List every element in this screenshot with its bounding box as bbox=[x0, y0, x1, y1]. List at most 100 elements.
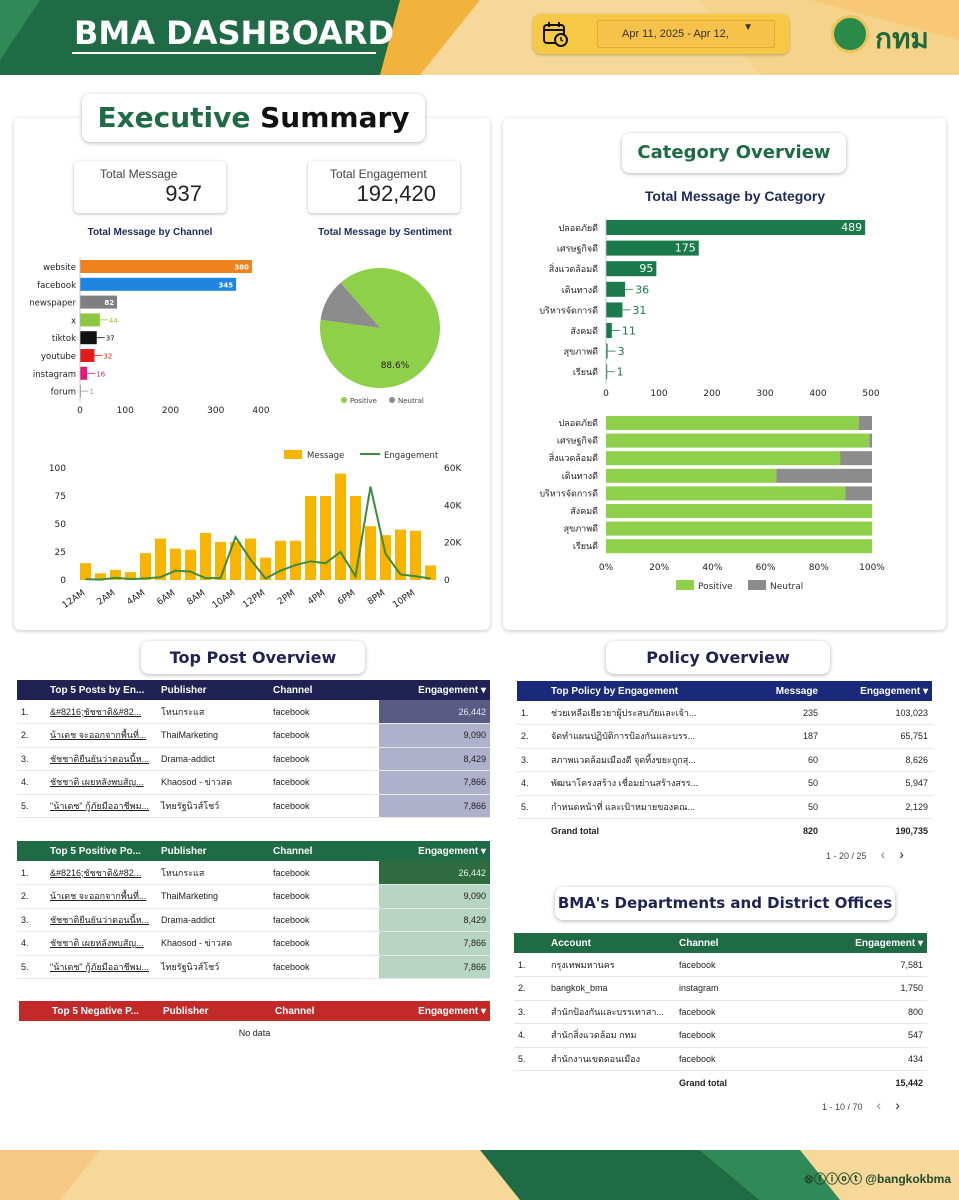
hourly-combo-chart: 0 25 50 75 100 0 20K 40K 60K 12AM 2AM 4AM 6AM 8AM 10AM… bbox=[49, 450, 462, 611]
post-title-link[interactable]: &#8216;ชัชชาติ&#82... bbox=[46, 861, 157, 885]
stacked-category-label: เดินทางดี bbox=[562, 471, 598, 482]
hourly-x-tick: 2AM bbox=[95, 588, 117, 607]
category-tick-label: 300 bbox=[756, 389, 773, 399]
table-row[interactable]: 1. ช่วยเหลือเยียวยาผู้ประสบภัยและเจ้า... 2… bbox=[517, 701, 932, 725]
next-page-icon[interactable]: › bbox=[899, 846, 904, 862]
channel-category-label: newspaper bbox=[29, 299, 76, 309]
post-title-link[interactable]: ชัชชาติ เผยหลังพบสัญ... bbox=[46, 931, 157, 956]
hourly-message-bar bbox=[410, 530, 421, 580]
table-row[interactable]: 4. สำนักสิ่งแวดล้อม กทม facebook 547 bbox=[514, 1023, 927, 1048]
table-row[interactable]: 3. สภาพแวดล้อมเมืองดี จุดทิ้งขยะถูกสุ... 6… bbox=[517, 748, 932, 772]
departments-table: Account Channel Engagement ▾ 1. กรุงเทพมห… bbox=[514, 933, 927, 1094]
prev-page-icon[interactable]: ‹ bbox=[880, 846, 886, 862]
hourly-message-bar bbox=[170, 548, 181, 580]
prev-page-icon[interactable]: ‹ bbox=[876, 1097, 882, 1113]
stacked-category-label: บริหารจัดการดี bbox=[539, 488, 598, 499]
publisher-cell: ThaiMarketing bbox=[157, 723, 269, 748]
message-cell: 50 bbox=[728, 795, 822, 819]
row-index: 4. bbox=[17, 931, 46, 956]
table-row[interactable]: 2. น้าเดช จะออกจากพื้นที่... ThaiMarketing… bbox=[17, 723, 490, 748]
policy-name-cell: จัดทำแผนปฏิบัติการป้องกันและบรร... bbox=[547, 724, 728, 749]
col-header-publisher[interactable]: Publisher bbox=[163, 1005, 209, 1017]
channel-bar bbox=[80, 313, 100, 327]
table-row[interactable]: 5. สำนักงานเขตดอนเมือง facebook 434 bbox=[514, 1047, 927, 1071]
post-title-link[interactable]: น้าเดช จะออกจากพื้นที่... bbox=[46, 723, 157, 748]
col-header-engagement[interactable]: Engagement ▾ bbox=[822, 681, 932, 701]
channel-bar-value: 380 bbox=[234, 264, 249, 272]
col-header-channel[interactable]: Channel bbox=[273, 845, 313, 857]
sentiment-slice bbox=[320, 282, 380, 328]
category-bar bbox=[606, 261, 657, 277]
table-row[interactable]: 5. "น้าเดช" กู้ภัยมืออาชีพม... ไทยรัฐนิวส์… bbox=[17, 955, 490, 979]
social-handle[interactable]: ⊗ⓕⓘⓞⓣ @bangkokbma bbox=[804, 1170, 951, 1187]
category-bar bbox=[606, 281, 626, 297]
row-index: 2. bbox=[17, 884, 46, 909]
hourly-message-bar bbox=[395, 529, 406, 580]
policy-name-cell: ช่วยเหลือเยียวยาผู้ประสบภัยและเจ้า... bbox=[547, 701, 728, 725]
col-header-post[interactable]: Top 5 Posts by En... bbox=[50, 684, 145, 696]
sort-desc-icon: ▾ bbox=[480, 684, 486, 696]
post-title-link[interactable]: ชัชชาติยืนยันว่าตอนนี้ห... bbox=[46, 908, 157, 932]
col-header-engagement[interactable]: Engagement ▾ bbox=[769, 933, 927, 953]
table-row[interactable]: 5. กำหนดหน้าที่ และเป้าหมายของคณ... 50 2,12… bbox=[517, 795, 932, 819]
sentiment-chart-title: Total Message by Sentiment bbox=[318, 227, 452, 238]
hourly-left-tick: 25 bbox=[55, 548, 66, 558]
table-row[interactable]: 3. ชัชชาติยืนยันว่าตอนนี้ห... Drama-addict… bbox=[17, 908, 490, 932]
policy-table: Top Policy by Engagement Message Engagem… bbox=[517, 681, 932, 842]
channel-bar bbox=[80, 295, 118, 309]
table-row[interactable]: 3. ชัชชาติยืนยันว่าตอนนี้ห... Drama-addict… bbox=[17, 747, 490, 771]
stacked-positive-bar bbox=[606, 433, 870, 448]
pager-text: 1 - 10 / 70 bbox=[822, 1102, 863, 1112]
table-row[interactable]: 1. &#8216;ชัชชาติ&#82... โหนกระแส facebook 2… bbox=[17, 700, 490, 724]
next-page-icon[interactable]: › bbox=[895, 1097, 900, 1113]
stacked-category-label: สิ่งแวดล้อมดี bbox=[549, 451, 598, 464]
policy-name-cell: กำหนดหน้าที่ และเป้าหมายของคณ... bbox=[547, 795, 728, 819]
table-row[interactable]: 3. สำนักป้องกันและบรรเทาสา... facebook 800 bbox=[514, 1000, 927, 1024]
col-header-channel[interactable]: Channel bbox=[275, 1005, 315, 1017]
col-header-message[interactable]: Message bbox=[775, 685, 818, 697]
col-header-post[interactable]: Top 5 Negative P... bbox=[52, 1005, 139, 1017]
publisher-cell: ThaiMarketing bbox=[157, 884, 269, 909]
channel-cell: facebook bbox=[269, 723, 379, 748]
row-index: 5. bbox=[17, 794, 46, 818]
col-header-account[interactable]: Account bbox=[551, 937, 591, 949]
category-label: เศรษฐกิจดี bbox=[557, 244, 598, 255]
table-row[interactable]: 2. น้าเดช จะออกจากพื้นที่... ThaiMarketing… bbox=[17, 884, 490, 909]
col-header-publisher[interactable]: Publisher bbox=[161, 684, 207, 696]
legend-positive-label: Positive bbox=[698, 582, 733, 592]
stacked-category-label: ปลอดภัยดี bbox=[558, 418, 598, 429]
col-header-policy[interactable]: Top Policy by Engagement bbox=[551, 685, 679, 697]
publisher-cell: Khaosod - ข่าวสด bbox=[157, 931, 269, 956]
col-header-engagement[interactable]: Engagement ▾ bbox=[379, 680, 490, 700]
publisher-cell: Drama-addict bbox=[157, 747, 269, 771]
post-title-link[interactable]: น้าเดช จะออกจากพื้นที่... bbox=[46, 884, 157, 909]
col-header-post[interactable]: Top 5 Positive Po... bbox=[50, 845, 141, 857]
table-row[interactable]: 5. "น้าเดช" กู้ภัยมืออาชีพม... ไทยรัฐนิวส์… bbox=[17, 794, 490, 818]
col-header-engagement[interactable]: Engagement ▾ bbox=[379, 1001, 490, 1021]
col-header-publisher[interactable]: Publisher bbox=[161, 845, 207, 857]
table-row[interactable]: 1. &#8216;ชัชชาติ&#82... โหนกระแส facebook 2… bbox=[17, 861, 490, 885]
table-row[interactable]: 4. พัฒนาโครงสร้าง เชื่อมย่านสร้างสรร... 50… bbox=[517, 771, 932, 796]
col-header-engagement[interactable]: Engagement ▾ bbox=[379, 841, 490, 861]
post-title-link[interactable]: &#8216;ชัชชาติ&#82... bbox=[46, 700, 157, 724]
table-row[interactable]: 2. bangkok_bma instagram 1,750 bbox=[514, 976, 927, 1001]
post-title-link[interactable]: "น้าเดช" กู้ภัยมืออาชีพม... bbox=[46, 955, 157, 979]
hourly-x-tick: 10PM bbox=[391, 588, 417, 610]
post-title-link[interactable]: ชัชชาติยืนยันว่าตอนนี้ห... bbox=[46, 747, 157, 771]
category-label: สิ่งแวดล้อมดี bbox=[549, 262, 598, 275]
date-range-value[interactable]: Apr 11, 2025 - Apr 12, bbox=[597, 20, 775, 48]
kpi-value: 937 bbox=[165, 181, 202, 206]
table-row[interactable]: 2. จัดทำแผนปฏิบัติการป้องกันและบรร... 187 6… bbox=[517, 724, 932, 749]
table-row[interactable]: 4. ชัชชาติ เผยหลังพบสัญ... Khaosod - ข่าวส… bbox=[17, 931, 490, 956]
table-row[interactable]: 4. ชัชชาติ เผยหลังพบสัญ... Khaosod - ข่าวส… bbox=[17, 770, 490, 795]
table-row[interactable]: 1. กรุงเทพมหานคร facebook 7,581 bbox=[514, 953, 927, 977]
hourly-x-tick: 12AM bbox=[61, 588, 88, 611]
col-header-channel[interactable]: Channel bbox=[273, 684, 313, 696]
post-title-link[interactable]: ชัชชาติ เผยหลังพบสัญ... bbox=[46, 770, 157, 795]
post-title-link[interactable]: "น้าเดช" กู้ภัยมืออาชีพม... bbox=[46, 794, 157, 818]
stacked-positive-bar bbox=[606, 539, 872, 554]
chevron-down-icon[interactable]: ▼ bbox=[743, 22, 753, 33]
date-range-picker[interactable]: Apr 11, 2025 - Apr 12, ▼ bbox=[533, 14, 789, 54]
col-header-channel[interactable]: Channel bbox=[679, 937, 719, 949]
hourly-right-tick: 60K bbox=[444, 464, 462, 474]
